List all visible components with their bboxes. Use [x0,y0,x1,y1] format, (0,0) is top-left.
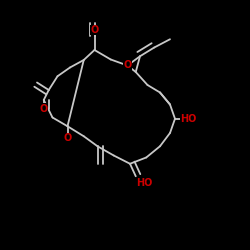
Text: HO: HO [136,178,152,188]
Text: O: O [40,104,48,114]
Text: HO: HO [180,114,196,124]
Text: O: O [64,133,72,143]
Text: O: O [90,25,98,35]
Text: O: O [124,60,132,70]
